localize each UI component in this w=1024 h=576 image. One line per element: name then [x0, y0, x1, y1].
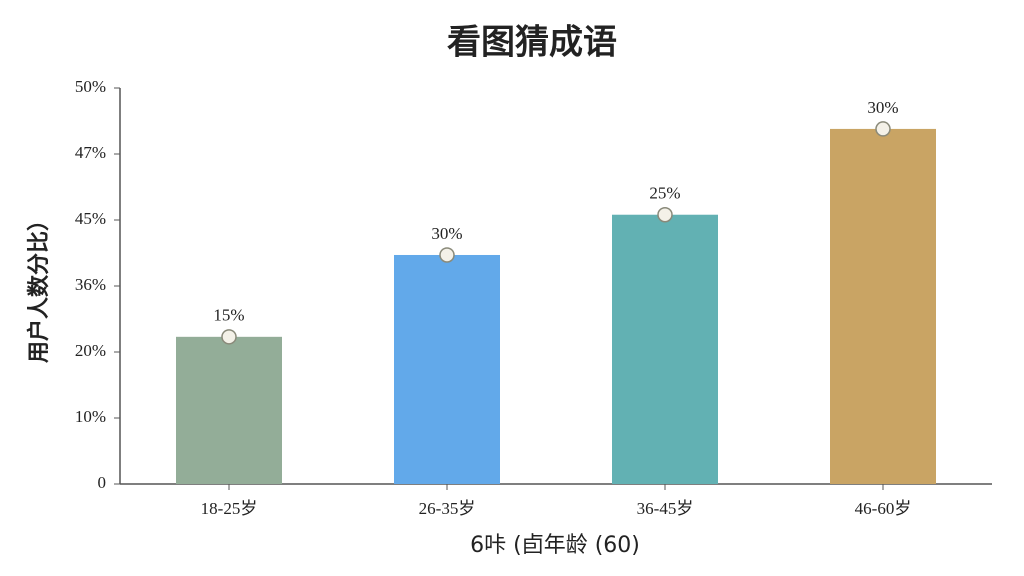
bar-marker: [221, 329, 237, 345]
y-tick-label: 10%: [75, 407, 106, 426]
y-tick-label: 36%: [75, 275, 106, 294]
y-axis-label: 用户人数分比）: [26, 209, 52, 363]
x-tick-label: 46-60岁: [855, 499, 912, 518]
bar: [830, 128, 936, 485]
y-tick-label: 47%: [75, 143, 106, 162]
y-tick-label: 0: [98, 473, 107, 492]
bar: [394, 254, 500, 484]
annotation: 30%: [867, 98, 898, 117]
annotation: 30%: [431, 224, 462, 243]
bar-marker: [439, 247, 455, 263]
chart-title: 看图猜成语: [447, 23, 617, 63]
x-tick-label: 18-25岁: [201, 499, 258, 518]
bar: [612, 214, 718, 484]
bar-marker: [875, 121, 891, 137]
y-tick-label: 50%: [75, 77, 106, 96]
annotation: 15%: [213, 306, 244, 325]
x-tick-label: 36-45岁: [637, 499, 694, 518]
y-tick-label: 20%: [75, 341, 106, 360]
bar-marker: [657, 206, 673, 223]
x-axis-label: 6咔 (卣年龄 (60): [470, 533, 640, 558]
x-tick-label: 26-35岁: [419, 499, 476, 518]
bar: [176, 336, 282, 484]
annotation: 25%: [649, 184, 680, 203]
y-tick-label: 45%: [75, 209, 106, 228]
